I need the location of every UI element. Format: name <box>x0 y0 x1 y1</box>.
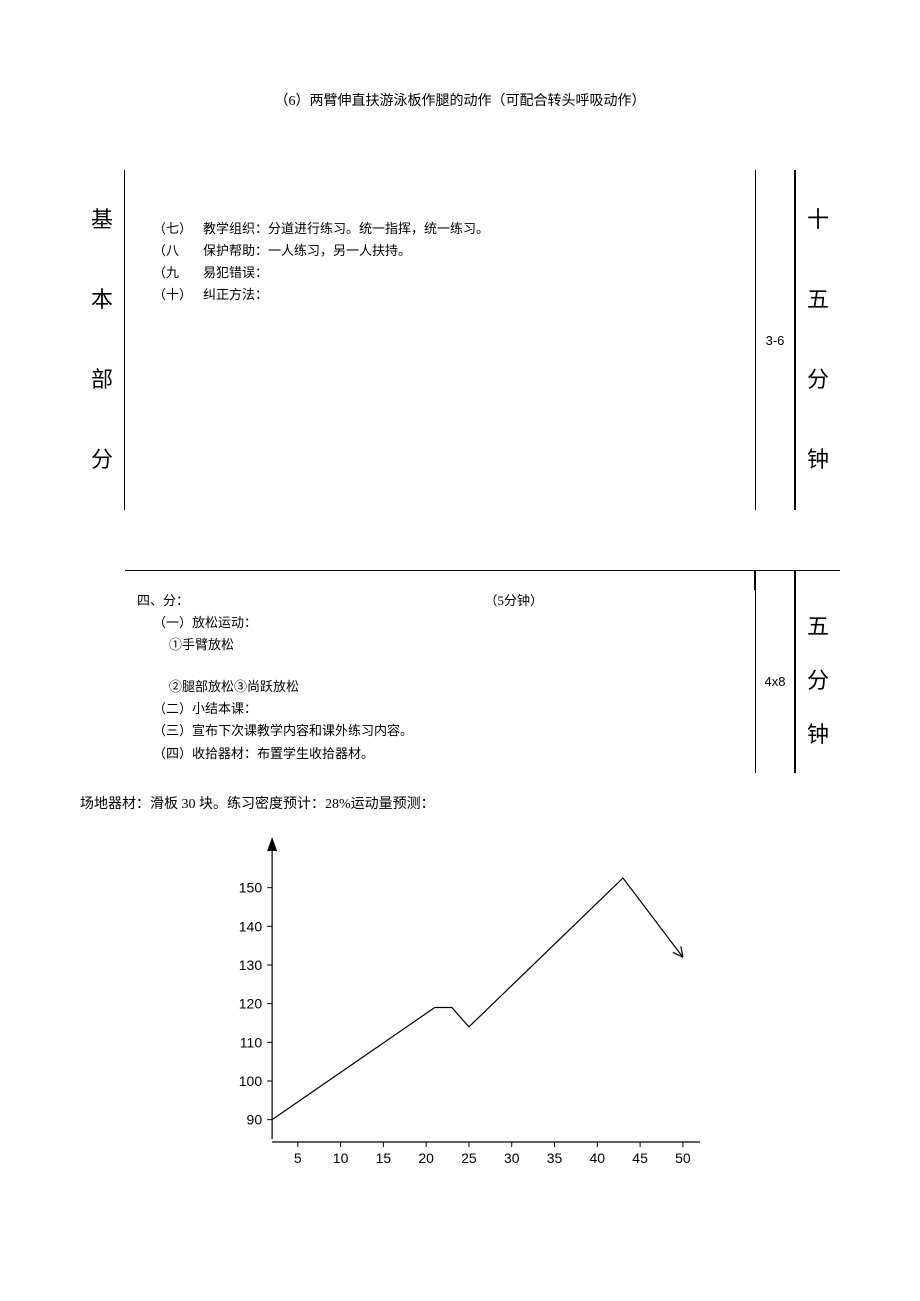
svg-text:150: 150 <box>239 879 263 895</box>
vchar: 部 <box>91 366 113 395</box>
line: （二）小结本课： <box>153 698 743 720</box>
reps-basic: 3-6 <box>755 170 795 510</box>
svg-text:5: 5 <box>294 1150 302 1166</box>
chart-container: 90 100 110 120 130 140 150 5 10 15 20 25 30 35 40 45 50 <box>80 829 840 1179</box>
line: ①手臂放松 <box>169 634 743 656</box>
vchar: 分 <box>91 446 113 475</box>
section-ending-part <box>80 570 840 590</box>
svg-text:140: 140 <box>239 918 263 934</box>
right-label-blank-top <box>795 570 840 590</box>
vchar: 分 <box>807 667 829 696</box>
svg-text:90: 90 <box>247 1111 263 1127</box>
vchar: 五 <box>807 286 829 315</box>
bullet-text: 易犯错误： <box>203 262 743 284</box>
right-label-basic: 十 五 分 钟 <box>795 170 840 510</box>
vchar: 五 <box>807 613 829 642</box>
content-ending: 四、分： （5分钟） （一）放松运动： ①手臂放松 ②腿部放松③尚跃放松 （二）… <box>125 590 755 773</box>
top-heading: （6）两臂伸直扶游泳板作腿的动作（可配合转头呼吸动作） <box>80 90 840 110</box>
vchar: 钟 <box>807 446 829 475</box>
bullet-num: （七） <box>153 218 203 240</box>
bullet-text: 保护帮助：一人练习，另一人扶持。 <box>203 240 743 262</box>
line: （三）宣布下次课教学内容和课外练习内容。 <box>153 720 743 742</box>
svg-text:25: 25 <box>461 1150 477 1166</box>
section4-time: （5分钟） <box>484 590 543 612</box>
reps-blank <box>755 570 795 590</box>
left-label-basic: 基 本 部 分 <box>80 170 125 510</box>
intensity-chart: 90 100 110 120 130 140 150 5 10 15 20 25 30 35 40 45 50 <box>200 829 720 1179</box>
svg-text:100: 100 <box>239 1073 263 1089</box>
left-label-ending-blank <box>80 590 125 773</box>
reps-ending: 4x8 <box>755 590 795 773</box>
bullet-num: （九 <box>153 262 203 284</box>
bullet-text: 教学组织：分道进行练习。统一指挥，统一练习。 <box>203 218 743 240</box>
bullet-num: （十） <box>153 284 203 306</box>
svg-text:50: 50 <box>675 1150 691 1166</box>
svg-text:10: 10 <box>333 1150 349 1166</box>
svg-text:20: 20 <box>418 1150 434 1166</box>
content-basic: （七） 教学组织：分道进行练习。统一指挥，统一练习。 （八 保护帮助：一人练习，… <box>125 170 755 510</box>
bullet-text: 纠正方法： <box>203 284 743 306</box>
right-label-ending: 五 分 钟 <box>795 590 840 773</box>
svg-text:40: 40 <box>590 1150 606 1166</box>
svg-text:130: 130 <box>239 957 263 973</box>
svg-text:30: 30 <box>504 1150 520 1166</box>
svg-text:35: 35 <box>547 1150 563 1166</box>
vchar: 本 <box>91 286 113 315</box>
section-ending-part-body: 四、分： （5分钟） （一）放松运动： ①手臂放松 ②腿部放松③尚跃放松 （二）… <box>80 590 840 773</box>
svg-text:15: 15 <box>376 1150 392 1166</box>
svg-text:120: 120 <box>239 995 263 1011</box>
left-label-blank <box>80 570 125 590</box>
equipment-line: 场地器材：滑板 30 块。练习密度预计：28%运动量预测： <box>80 793 840 813</box>
line: ②腿部放松③尚跃放松 <box>169 676 743 698</box>
vchar: 基 <box>91 206 113 235</box>
bullet-num: （八 <box>153 240 203 262</box>
vchar: 分 <box>807 366 829 395</box>
vchar: 十 <box>807 206 829 235</box>
vchar: 钟 <box>807 721 829 750</box>
section4-header: 四、分： <box>137 590 189 612</box>
line: （一）放松运动： <box>153 612 743 634</box>
section-basic-part: 基 本 部 分 （七） 教学组织：分道进行练习。统一指挥，统一练习。 （八 保护… <box>80 170 840 510</box>
svg-text:110: 110 <box>240 1034 263 1050</box>
line: （四）收拾器材：布置学生收拾器材。 <box>153 743 743 765</box>
svg-text:45: 45 <box>632 1150 648 1166</box>
